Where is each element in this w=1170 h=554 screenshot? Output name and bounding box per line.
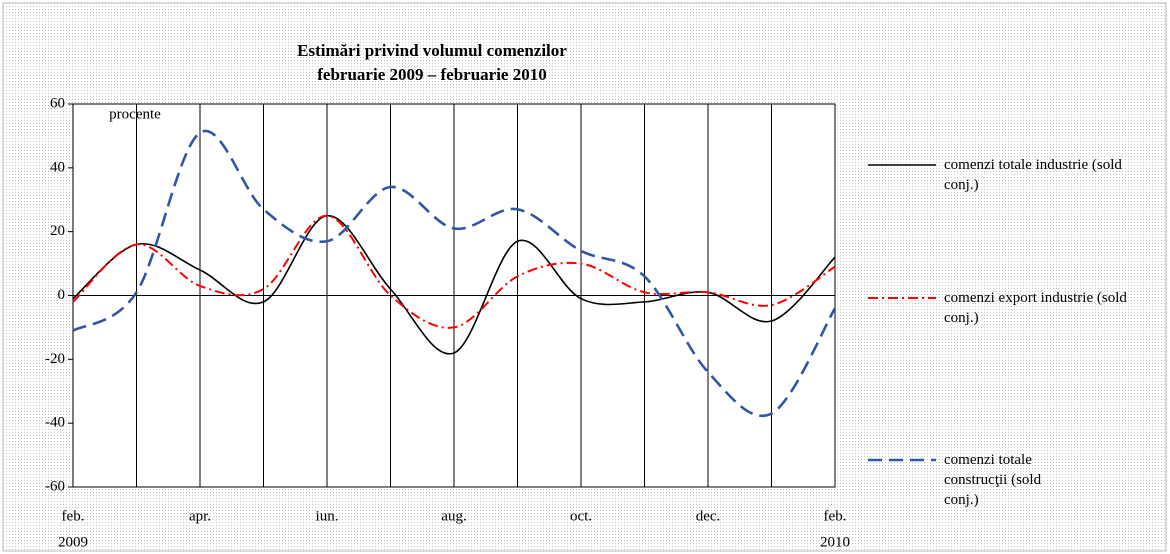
y-tick-label: -20 bbox=[45, 351, 65, 367]
y-tick-label: 40 bbox=[50, 159, 65, 175]
x-year-label: 2009 bbox=[58, 534, 88, 550]
legend-label: comenzi totale industrie (sold conj.) bbox=[944, 157, 1122, 193]
x-tick-label: iun. bbox=[316, 508, 339, 524]
x-tick-label: aug. bbox=[441, 508, 466, 524]
y-tick-label: 20 bbox=[50, 223, 65, 239]
series-line bbox=[72, 214, 836, 329]
x-tick-label: dec. bbox=[696, 508, 721, 524]
series-line bbox=[72, 129, 837, 417]
y-tick-label: 0 bbox=[58, 287, 66, 303]
y-tick-label: -60 bbox=[45, 478, 65, 494]
chart-title: Estimări privind volumul comenzilor bbox=[297, 41, 567, 60]
x-tick-label: feb. bbox=[62, 508, 85, 524]
y-axis-label: procente bbox=[109, 106, 161, 122]
x-year-label: 2010 bbox=[820, 534, 850, 550]
legend-label: comenzi totale construcţii (sold conj.) bbox=[944, 452, 1042, 508]
x-tick-label: oct. bbox=[570, 508, 592, 524]
legend-label: comenzi export industrie (sold conj.) bbox=[944, 290, 1127, 326]
y-tick-label: -40 bbox=[45, 415, 65, 431]
x-tick-label: feb. bbox=[824, 508, 847, 524]
x-tick-label: apr. bbox=[189, 508, 211, 524]
y-tick-label: 60 bbox=[50, 95, 65, 111]
chart-subtitle: februarie 2009 – februarie 2010 bbox=[317, 65, 546, 84]
